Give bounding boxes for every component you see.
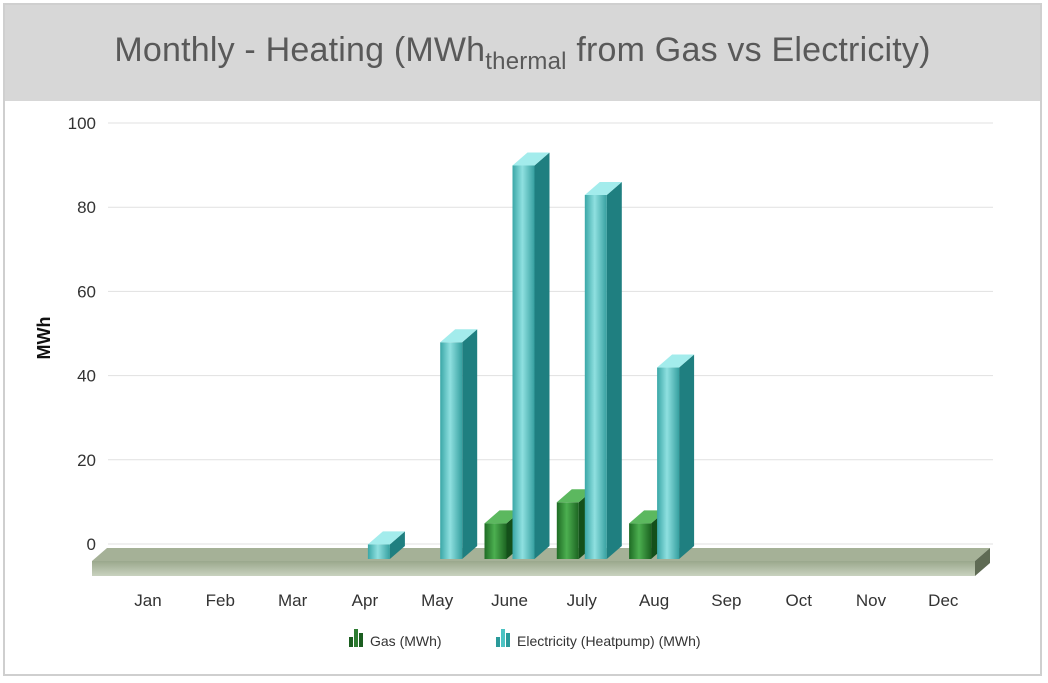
legend-label-electricity: Electricity (Heatpump) (MWh) <box>517 633 701 649</box>
chart-title: Monthly - Heating (MWhthermal from Gas v… <box>114 31 930 76</box>
x-tick-label: Nov <box>856 591 887 610</box>
title-end: from Gas vs Electricity) <box>566 30 931 69</box>
bar-top <box>584 181 622 195</box>
x-tick-label: Apr <box>352 591 379 610</box>
title-subscript: thermal <box>485 47 567 75</box>
x-tick-label: Sep <box>711 591 741 610</box>
bar-front <box>629 523 652 559</box>
floor-base <box>92 548 990 576</box>
bar-top <box>440 329 478 343</box>
bar-front <box>484 523 507 559</box>
y-tick-label: 60 <box>77 282 96 301</box>
bar-electricity-aug <box>657 354 695 559</box>
legend-swatch-icon <box>496 629 510 647</box>
bar-top <box>657 354 695 368</box>
bar-electricity-june <box>512 152 550 559</box>
gridlines <box>108 122 993 545</box>
bar-electricity-apr <box>367 531 405 559</box>
bar-side <box>679 354 695 559</box>
legend-swatch-icon <box>349 629 363 647</box>
bar-front <box>440 342 463 559</box>
bar-front <box>657 367 680 559</box>
floor-front <box>92 561 975 576</box>
y-axis-label: MWh <box>34 317 54 360</box>
x-tick-label: Dec <box>928 591 959 610</box>
y-tick-label: 0 <box>87 535 96 554</box>
bar-front <box>584 194 607 559</box>
bar-side <box>389 531 405 559</box>
bar-top <box>556 489 594 503</box>
bar-electricity-july <box>584 181 622 559</box>
x-tick-label: Jan <box>134 591 161 610</box>
title-main: Monthly - Heating (MWh <box>114 30 486 69</box>
bar-top <box>484 510 522 524</box>
x-tick-label: Feb <box>206 591 235 610</box>
bars <box>367 152 695 559</box>
bar-side <box>462 329 478 559</box>
x-axis: Jan Feb Mar Apr May June July Aug Sep Oct Nov Dec <box>134 591 959 610</box>
bar-top <box>367 531 405 545</box>
y-axis: 0 20 40 60 80 100 <box>68 114 96 554</box>
floor-side <box>975 548 990 576</box>
x-tick-label: July <box>567 591 598 610</box>
legend-label-gas: Gas (MWh) <box>370 633 442 649</box>
floor-top <box>92 548 990 561</box>
bar-front <box>556 502 579 559</box>
x-tick-label: May <box>421 591 454 610</box>
y-tick-label: 100 <box>68 114 96 133</box>
y-tick-label: 80 <box>77 198 96 217</box>
x-tick-label: Oct <box>785 591 812 610</box>
y-tick-label: 40 <box>77 367 96 386</box>
bar-front <box>367 544 390 559</box>
bar-top <box>512 152 550 166</box>
x-tick-label: Aug <box>639 591 669 610</box>
bar-top <box>629 510 667 524</box>
y-tick-label: 20 <box>77 451 96 470</box>
bar-side <box>606 181 622 559</box>
bar-electricity-may <box>440 329 478 559</box>
title-bar: Monthly - Heating (MWhthermal from Gas v… <box>5 5 1040 101</box>
bar-front <box>512 165 535 559</box>
bar-side <box>534 152 550 559</box>
legend: Gas (MWh) Electricity (Heatpump) (MWh) <box>349 629 701 649</box>
x-tick-label: Mar <box>278 591 308 610</box>
x-tick-label: June <box>491 591 528 610</box>
